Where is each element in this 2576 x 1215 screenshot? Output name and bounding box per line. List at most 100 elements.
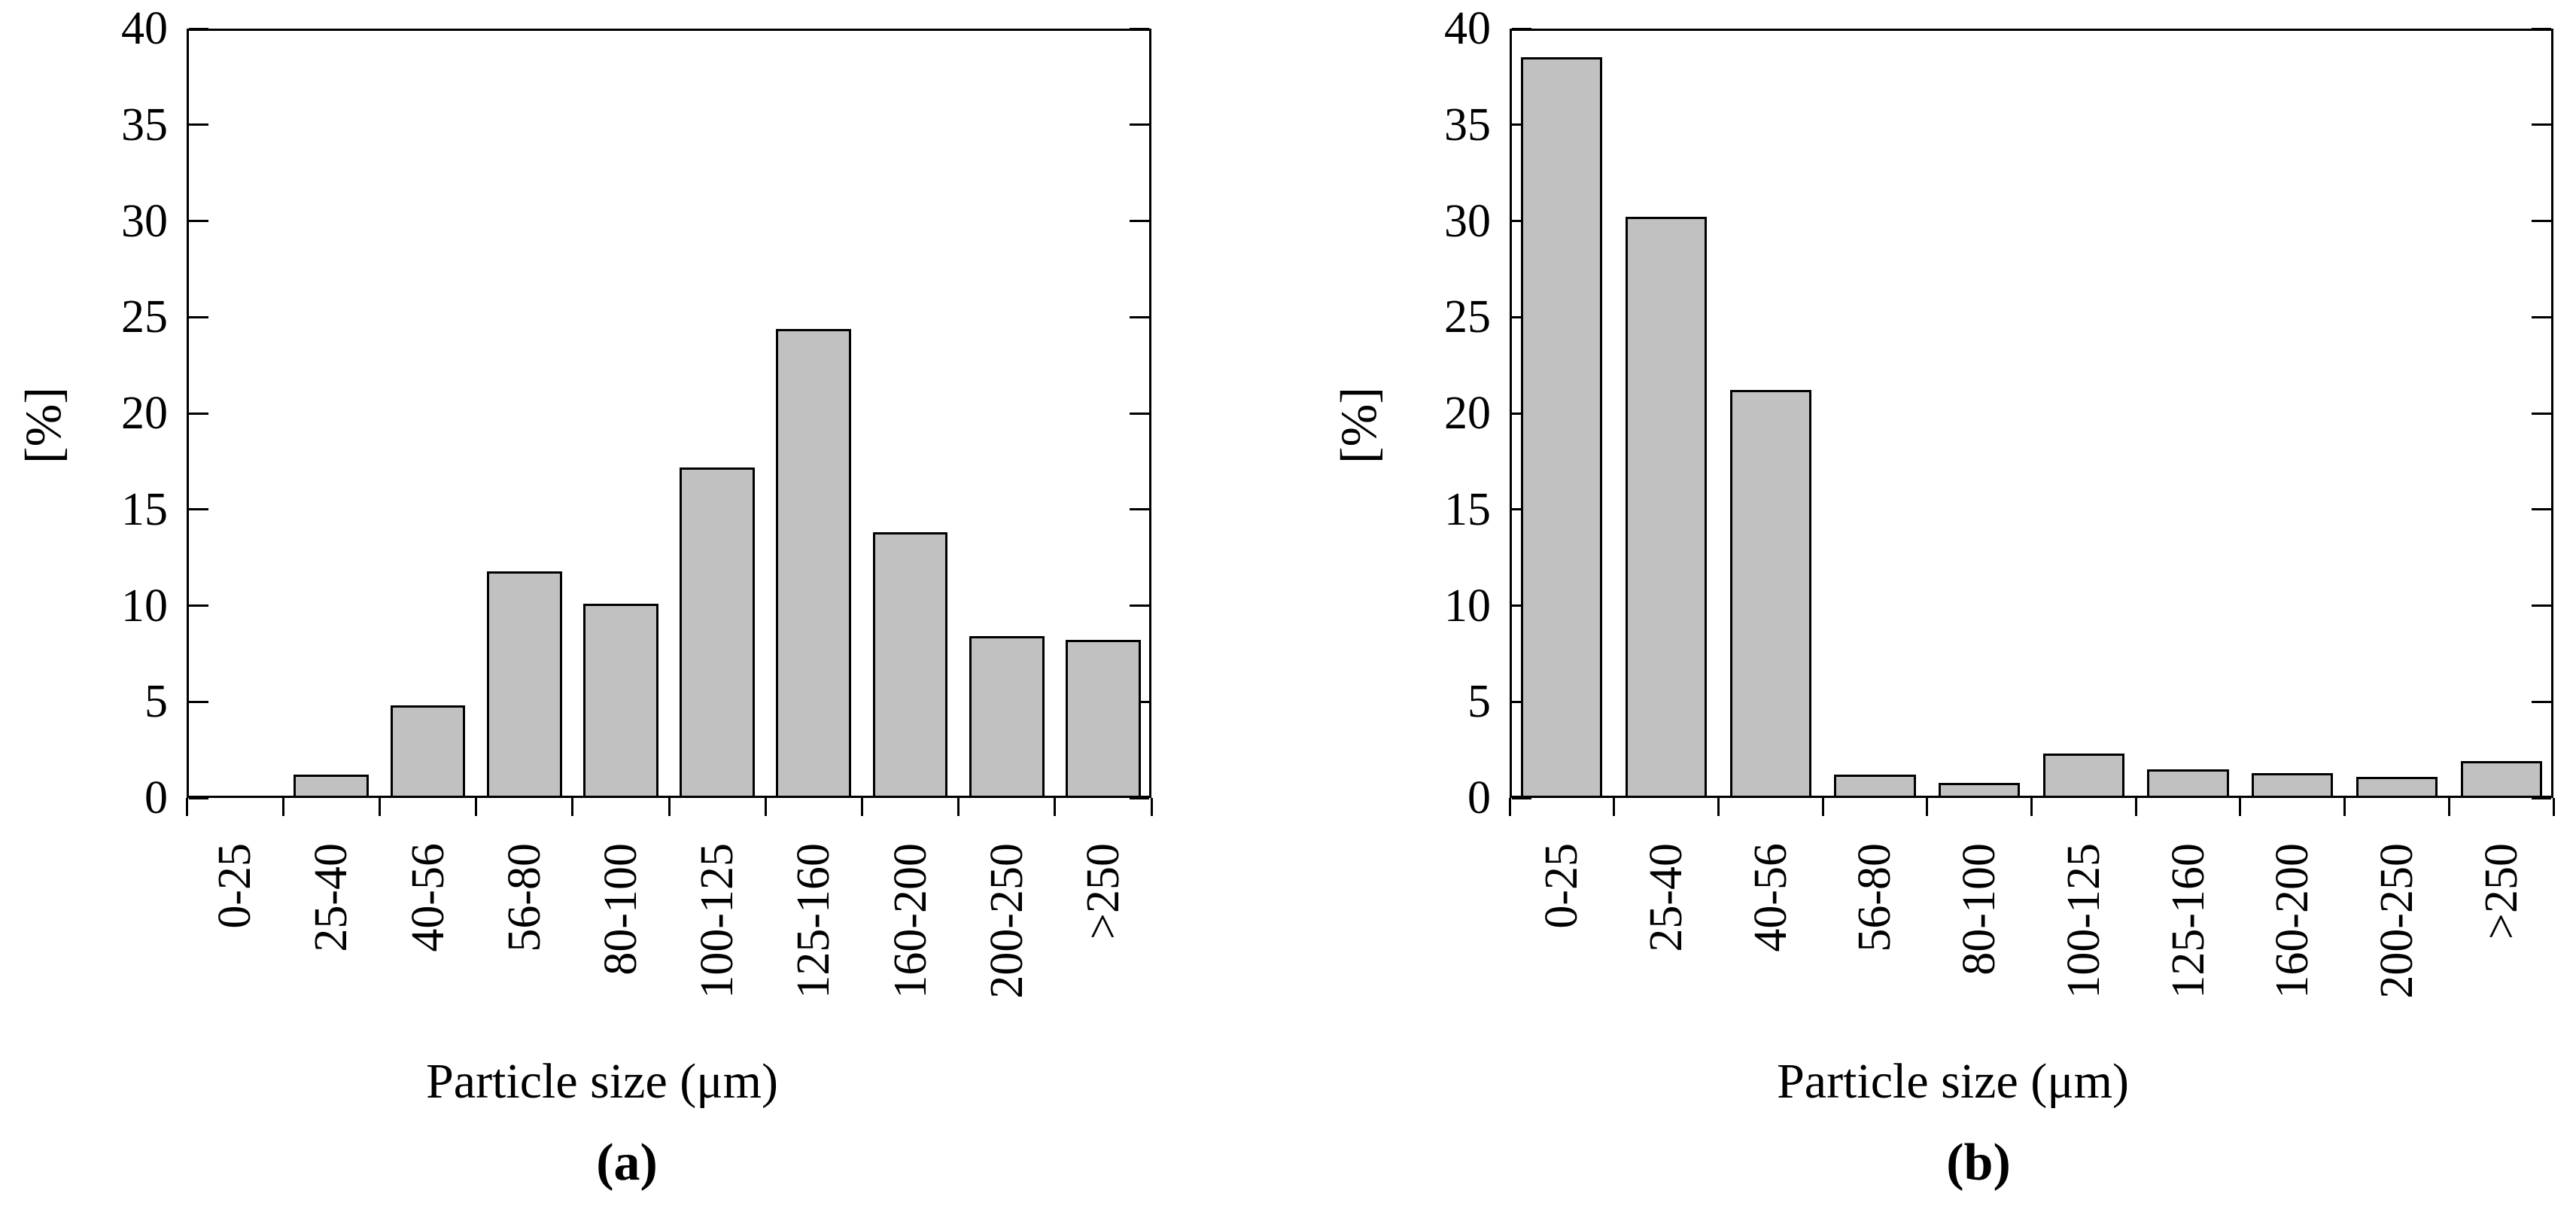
x-axis-tick <box>668 798 671 816</box>
bar <box>776 329 852 798</box>
y-tick-label: 30 <box>121 195 168 247</box>
x-tick-label: 40-56 <box>402 843 454 952</box>
y-axis-tick-right <box>2532 700 2551 703</box>
x-axis-tick <box>764 798 767 816</box>
y-tick-label: 35 <box>1444 99 1491 151</box>
x-tick-label: 80-100 <box>1954 843 2006 976</box>
y-axis-tick-right <box>2532 27 2551 30</box>
y-axis-tick-right <box>2532 508 2551 511</box>
bar <box>1521 57 1603 798</box>
x-axis-tick <box>1054 798 1057 816</box>
y-axis-tick-right <box>1130 220 1149 222</box>
x-axis-tick <box>957 798 960 816</box>
y-axis-tick-right <box>2532 315 2551 318</box>
y-tick-label: 25 <box>1444 291 1491 343</box>
y-axis-tick-right <box>2532 604 2551 607</box>
y-axis-tick <box>189 796 208 799</box>
y-tick-label: 20 <box>121 388 168 439</box>
x-axis-tick <box>571 798 574 816</box>
y-axis-tick-right <box>2532 412 2551 415</box>
y-tick-label: 25 <box>121 291 168 343</box>
bar <box>969 636 1045 798</box>
y-axis-tick <box>189 123 208 126</box>
x-axis-tick <box>1821 798 1824 816</box>
y-axis-tick-right <box>2532 796 2551 799</box>
bar <box>2042 754 2124 798</box>
y-axis-tick <box>1512 27 1531 30</box>
y-axis-tick-right <box>2532 220 2551 222</box>
x-tick-label: 40-56 <box>1744 843 1796 952</box>
y-tick-label: 40 <box>121 3 168 54</box>
x-axis-title-a: Particle size (μm) <box>426 1054 778 1109</box>
bar <box>1729 390 1811 798</box>
y-axis-tick-right <box>1130 315 1149 318</box>
x-tick-label: 125-160 <box>788 843 840 999</box>
y-tick-label: 35 <box>121 99 168 151</box>
x-axis-tick <box>1150 798 1153 816</box>
y-axis-tick <box>189 604 208 607</box>
y-axis-tick <box>1512 796 1531 799</box>
x-axis-tick <box>281 798 284 816</box>
y-tick-label: 5 <box>1467 676 1491 728</box>
bar <box>582 604 658 798</box>
y-axis-tick-right <box>1130 123 1149 126</box>
y-axis-tick-right <box>2532 123 2551 126</box>
bar <box>2460 761 2542 798</box>
y-axis-tick <box>189 508 208 511</box>
bar <box>2356 777 2438 798</box>
y-tick-label: 20 <box>1444 388 1491 439</box>
x-axis-tick <box>2030 798 2033 816</box>
x-axis-tick <box>1926 798 1929 816</box>
bar <box>390 705 466 798</box>
x-axis-tick <box>2239 798 2242 816</box>
panel-label-a: (a) <box>596 1134 658 1192</box>
bar <box>680 467 756 798</box>
x-tick-label: 100-125 <box>2057 843 2109 999</box>
x-axis-tick <box>1613 798 1616 816</box>
y-tick-label: 30 <box>1444 195 1491 247</box>
x-axis-tick <box>1508 798 1511 816</box>
y-tick-label: 15 <box>121 483 168 535</box>
x-tick-label: 200-250 <box>981 843 1033 999</box>
x-tick-label: >250 <box>1077 843 1129 939</box>
bar <box>2252 773 2334 798</box>
y-axis-tick <box>189 412 208 415</box>
y-axis-tick <box>189 27 208 30</box>
x-tick-label: 56-80 <box>498 843 550 952</box>
bar <box>1939 783 2021 798</box>
x-axis-tick <box>2447 798 2450 816</box>
y-axis-tick <box>189 220 208 222</box>
x-axis-tick <box>378 798 381 816</box>
panel-label-b: (b) <box>1946 1134 2011 1192</box>
x-axis-title-b: Particle size (μm) <box>1777 1054 2129 1109</box>
x-axis-tick <box>2134 798 2137 816</box>
bar <box>486 571 562 798</box>
x-tick-label: 25-40 <box>306 843 357 952</box>
x-tick-label: 80-100 <box>595 843 646 976</box>
y-tick-label: 10 <box>1444 580 1491 632</box>
x-tick-label: >250 <box>2475 843 2527 939</box>
y-axis-tick-right <box>1130 604 1149 607</box>
y-tick-label: 15 <box>1444 483 1491 535</box>
x-axis-tick <box>860 798 863 816</box>
y-tick-label: 5 <box>144 676 168 728</box>
x-tick-label: 100-125 <box>692 843 744 999</box>
y-tick-label: 40 <box>1444 3 1491 54</box>
x-tick-label: 160-200 <box>2267 843 2319 999</box>
x-tick-label: 200-250 <box>2371 843 2422 999</box>
x-tick-label: 125-160 <box>2162 843 2214 999</box>
x-axis-tick <box>2343 798 2346 816</box>
y-tick-label: 0 <box>144 772 168 824</box>
x-axis-tick <box>2552 798 2555 816</box>
x-tick-label: 0-25 <box>209 843 261 929</box>
bar <box>872 532 948 798</box>
bar <box>1834 775 1916 798</box>
y-tick-label: 10 <box>121 580 168 632</box>
y-axis-tick <box>189 315 208 318</box>
x-tick-label: 25-40 <box>1641 843 1692 952</box>
x-axis-tick <box>1717 798 1720 816</box>
bar <box>2147 769 2229 798</box>
y-axis-tick-right <box>1130 796 1149 799</box>
y-axis-tick-right <box>1130 27 1149 30</box>
bar <box>1065 640 1141 798</box>
